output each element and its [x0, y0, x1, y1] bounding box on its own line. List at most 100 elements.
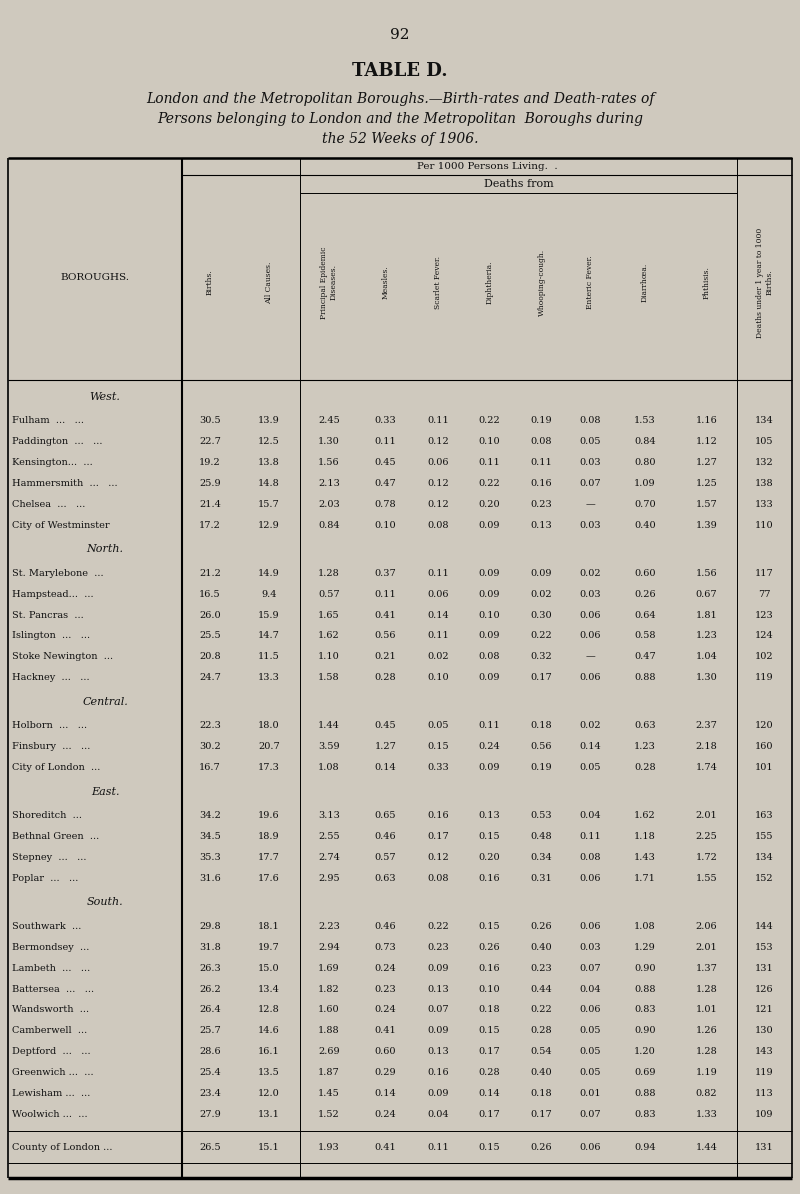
Text: 1.08: 1.08 — [634, 922, 656, 931]
Text: 1.87: 1.87 — [318, 1069, 340, 1077]
Text: 2.01: 2.01 — [696, 943, 718, 952]
Text: 77: 77 — [758, 590, 770, 598]
Text: 31.8: 31.8 — [199, 943, 221, 952]
Text: Per 1000 Persons Living.  .: Per 1000 Persons Living. . — [417, 162, 558, 171]
Text: 0.11: 0.11 — [427, 568, 449, 578]
Text: 12.9: 12.9 — [258, 521, 280, 530]
Text: 25.7: 25.7 — [199, 1027, 221, 1035]
Text: 0.80: 0.80 — [634, 458, 656, 467]
Text: Diphtheria.: Diphtheria. — [486, 260, 494, 304]
Text: 0.11: 0.11 — [427, 1144, 449, 1152]
Text: 1.09: 1.09 — [634, 479, 656, 488]
Text: 163: 163 — [755, 811, 774, 820]
Text: 0.56: 0.56 — [530, 743, 552, 751]
Text: 0.23: 0.23 — [530, 500, 552, 509]
Text: Southwark  ...: Southwark ... — [12, 922, 82, 931]
Text: 0.16: 0.16 — [427, 1069, 449, 1077]
Text: 1.53: 1.53 — [634, 417, 656, 425]
Text: 0.22: 0.22 — [530, 632, 552, 640]
Text: 0.28: 0.28 — [478, 1069, 500, 1077]
Text: 0.05: 0.05 — [580, 763, 602, 773]
Text: 0.09: 0.09 — [478, 521, 500, 530]
Text: All Causes.: All Causes. — [265, 261, 273, 303]
Text: 11.5: 11.5 — [258, 652, 280, 661]
Text: 0.47: 0.47 — [634, 652, 656, 661]
Text: 0.57: 0.57 — [318, 590, 340, 598]
Text: 0.22: 0.22 — [427, 922, 449, 931]
Text: Births.: Births. — [206, 270, 214, 295]
Text: Paddington  ...   ...: Paddington ... ... — [12, 437, 102, 447]
Text: 17.2: 17.2 — [199, 521, 221, 530]
Text: 15.7: 15.7 — [258, 500, 280, 509]
Text: 0.33: 0.33 — [374, 417, 396, 425]
Text: 1.44: 1.44 — [695, 1144, 718, 1152]
Text: 0.15: 0.15 — [478, 922, 500, 931]
Text: 0.09: 0.09 — [478, 568, 500, 578]
Text: 0.14: 0.14 — [374, 763, 396, 773]
Text: 1.44: 1.44 — [318, 721, 340, 731]
Text: 0.31: 0.31 — [530, 874, 552, 882]
Text: 1.01: 1.01 — [696, 1005, 718, 1015]
Text: 0.88: 0.88 — [634, 673, 656, 682]
Text: 13.5: 13.5 — [258, 1069, 280, 1077]
Text: 1.62: 1.62 — [318, 632, 340, 640]
Text: 1.60: 1.60 — [318, 1005, 340, 1015]
Text: County of London ...: County of London ... — [12, 1144, 113, 1152]
Text: 0.06: 0.06 — [580, 1005, 602, 1015]
Text: 0.07: 0.07 — [427, 1005, 449, 1015]
Text: 0.26: 0.26 — [530, 922, 552, 931]
Text: 0.14: 0.14 — [478, 1089, 500, 1098]
Text: 92: 92 — [390, 27, 410, 42]
Text: BOROUGHS.: BOROUGHS. — [61, 273, 130, 282]
Text: 0.84: 0.84 — [318, 521, 340, 530]
Text: 1.23: 1.23 — [695, 632, 718, 640]
Text: 0.67: 0.67 — [696, 590, 718, 598]
Text: 1.29: 1.29 — [634, 943, 656, 952]
Text: 0.21: 0.21 — [374, 652, 396, 661]
Text: 0.14: 0.14 — [580, 743, 602, 751]
Text: 109: 109 — [755, 1110, 774, 1119]
Text: 1.43: 1.43 — [634, 853, 656, 862]
Text: 2.13: 2.13 — [318, 479, 340, 488]
Text: 123: 123 — [755, 610, 774, 620]
Text: 0.28: 0.28 — [634, 763, 656, 773]
Text: Camberwell  ...: Camberwell ... — [12, 1027, 87, 1035]
Text: 1.04: 1.04 — [696, 652, 718, 661]
Text: 0.88: 0.88 — [634, 1089, 656, 1098]
Text: 19.7: 19.7 — [258, 943, 280, 952]
Text: Hammersmith  ...   ...: Hammersmith ... ... — [12, 479, 118, 488]
Text: 0.09: 0.09 — [427, 964, 449, 973]
Text: 1.65: 1.65 — [318, 610, 340, 620]
Text: 2.45: 2.45 — [318, 417, 340, 425]
Text: 0.90: 0.90 — [634, 964, 656, 973]
Text: 0.03: 0.03 — [580, 943, 602, 952]
Text: 9.4: 9.4 — [262, 590, 277, 598]
Text: 20.8: 20.8 — [199, 652, 221, 661]
Text: 0.58: 0.58 — [634, 632, 656, 640]
Text: 16.7: 16.7 — [199, 763, 221, 773]
Text: 0.05: 0.05 — [580, 437, 602, 447]
Text: 0.20: 0.20 — [478, 853, 500, 862]
Text: 0.54: 0.54 — [530, 1047, 552, 1057]
Text: 1.37: 1.37 — [695, 964, 718, 973]
Text: 0.40: 0.40 — [530, 943, 552, 952]
Text: 0.10: 0.10 — [427, 673, 449, 682]
Text: 0.06: 0.06 — [580, 673, 602, 682]
Text: London and the Metropolitan Boroughs.—Birth-rates and Death-rates of: London and the Metropolitan Boroughs.—Bi… — [146, 92, 654, 106]
Text: 0.08: 0.08 — [530, 437, 552, 447]
Text: 13.8: 13.8 — [258, 458, 280, 467]
Text: 0.16: 0.16 — [478, 874, 500, 882]
Text: 130: 130 — [755, 1027, 774, 1035]
Text: 0.60: 0.60 — [374, 1047, 396, 1057]
Text: 0.02: 0.02 — [427, 652, 449, 661]
Text: 14.6: 14.6 — [258, 1027, 280, 1035]
Text: 0.13: 0.13 — [427, 985, 449, 993]
Text: 143: 143 — [755, 1047, 774, 1057]
Text: 1.93: 1.93 — [318, 1144, 340, 1152]
Text: 1.26: 1.26 — [696, 1027, 718, 1035]
Text: 2.25: 2.25 — [696, 832, 718, 841]
Text: 0.06: 0.06 — [427, 590, 449, 598]
Text: Lewisham ...  ...: Lewisham ... ... — [12, 1089, 90, 1098]
Text: 1.28: 1.28 — [696, 985, 718, 993]
Text: 12.8: 12.8 — [258, 1005, 280, 1015]
